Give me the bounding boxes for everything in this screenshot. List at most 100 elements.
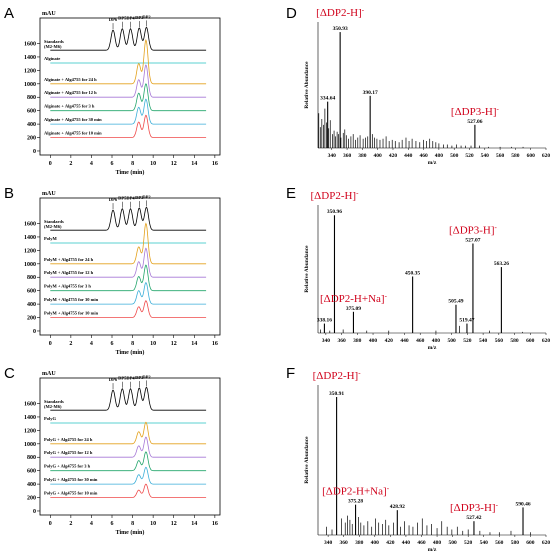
trace-line — [50, 466, 207, 485]
peak-label: 428.92 — [390, 504, 405, 510]
y-unit-label: mAU — [42, 11, 56, 17]
x-tick-label: 360 — [337, 338, 346, 344]
ion-charge: - — [497, 105, 500, 113]
trace-label: PolyG + Alg4755 for 30 min — [44, 477, 98, 482]
trace-label: (M2-M6) — [44, 44, 62, 49]
x-tick-label: 560 — [496, 153, 505, 159]
x-tick-label: 440 — [402, 540, 411, 546]
trace-line — [50, 26, 207, 51]
panel-label-f: F — [286, 365, 295, 382]
x-axis-label: Time (min) — [116, 349, 145, 356]
y-tick-label: 400 — [27, 122, 36, 128]
trace-label: Standards — [44, 399, 64, 404]
trace-line — [50, 451, 207, 472]
x-tick-label: 580 — [510, 338, 519, 344]
x-tick-label: 520 — [464, 540, 473, 546]
panel-label-b: B — [4, 185, 14, 202]
x-tick-label: 420 — [386, 540, 395, 546]
y-tick-label: 200 — [27, 316, 36, 322]
y-tick-label: 400 — [27, 302, 36, 308]
panel-label-d: D — [286, 5, 297, 22]
panel-label-a: A — [4, 5, 14, 22]
peak-label: 563.26 — [494, 261, 509, 267]
dp-label: DP2 — [142, 14, 151, 19]
x-axis-label: Time (min) — [116, 529, 145, 536]
peak-label: 375.09 — [346, 306, 361, 312]
dp-label: DP6 — [109, 17, 118, 22]
panel-label-e: E — [286, 185, 296, 202]
y-tick-label: 800 — [27, 275, 36, 281]
peak-label: 390.17 — [363, 90, 378, 96]
x-tick-label: 340 — [322, 338, 331, 344]
x-tick-label: 0 — [49, 161, 52, 167]
trace-label: Alginate + Alg4755 for 3 h — [44, 104, 95, 109]
ms-panel-e: 340 360 380 400 420 440 460 480 500 520 540 560 580 6… — [304, 189, 550, 351]
dp-label: DP5 — [118, 16, 127, 21]
x-tick-label: 560 — [495, 540, 504, 546]
trace-label: PolyG — [44, 416, 56, 421]
x-tick-label: 540 — [481, 153, 490, 159]
y-tick-label: 200 — [27, 496, 36, 502]
trace-label: Alginate + Alg4755 for 30 min — [44, 117, 102, 122]
x-tick-label: 380 — [353, 338, 362, 344]
x-tick-label: 540 — [479, 338, 488, 344]
y-tick-label: 600 — [27, 289, 36, 295]
x-tick-label: 6 — [111, 341, 114, 347]
x-tick-label: 620 — [542, 153, 550, 159]
x-tick-label: 540 — [480, 540, 489, 546]
y-tick-label: 200 — [27, 136, 36, 142]
x-tick-label: 4 — [90, 341, 93, 347]
x-tick-label: 520 — [463, 338, 472, 344]
ion-annotation: [ΔDP3-H]- — [450, 501, 499, 514]
trace-line — [50, 247, 207, 278]
x-tick-label: 600 — [526, 338, 535, 344]
x-tick-label: 460 — [416, 338, 425, 344]
dp-label: DP3 — [135, 15, 144, 20]
plot-frame — [39, 17, 221, 156]
x-tick-label: 14 — [191, 341, 197, 347]
x-tick-label: 580 — [511, 540, 520, 546]
x-tick-label: 440 — [404, 153, 413, 159]
trace-line — [50, 83, 207, 112]
hplc-panel-c: mAU 0 200 400 600 800 1000 1200 1400 1600 0 2 4 6 8 10 1… — [24, 371, 221, 536]
trace-label: Alginate + Alg4755 for 12 h — [44, 90, 97, 95]
y-tick-label: 600 — [27, 109, 36, 115]
y-tick-label: 400 — [27, 482, 36, 488]
ion-charge: - — [362, 6, 365, 14]
y-tick-label: 800 — [27, 455, 36, 461]
y-tick-label: 1400 — [24, 55, 36, 61]
x-tick-label: 340 — [328, 153, 337, 159]
trace-line — [50, 98, 207, 125]
ion-charge: - — [495, 224, 498, 232]
trace-line — [50, 281, 207, 305]
x-tick-label: 600 — [526, 540, 535, 546]
dp-label: DP6 — [109, 197, 118, 202]
ion-annotation: [ΔDP2-H]- — [316, 6, 365, 19]
x-tick-label: 16 — [212, 161, 218, 167]
ion-annotation: [ΔDP2-H]- — [311, 189, 360, 202]
peak-label: 505.49 — [448, 299, 463, 305]
y-tick-label: 1400 — [24, 235, 36, 241]
peak-label: 590.46 — [515, 501, 530, 507]
trace-line — [50, 386, 207, 411]
x-tick-label: 380 — [355, 540, 364, 546]
trace-label: PolyG + Alg4755 for 10 min — [44, 491, 98, 496]
x-tick-label: 400 — [374, 153, 383, 159]
trace-label: PolyM + Alg4755 for 10 min — [44, 311, 99, 316]
y-axis-label: Relative Abundance — [304, 245, 310, 293]
ion-charge: - — [496, 501, 499, 509]
x-tick-label: 6 — [111, 521, 114, 527]
x-tick-label: 420 — [385, 338, 394, 344]
x-axis-label: m/z — [428, 547, 437, 553]
peak-label: 375.28 — [348, 499, 363, 505]
x-tick-label: 480 — [433, 540, 442, 546]
y-tick-label: 1600 — [24, 402, 36, 408]
ms-panel-d: 340 360 380 400 420 440 460 480 500 520 540 560 580 6… — [304, 6, 550, 166]
trace-label: Alginate — [44, 56, 60, 61]
y-tick-label: 1200 — [24, 68, 36, 74]
x-tick-label: 420 — [389, 153, 398, 159]
ion-annotation: [ΔDP3-H]- — [451, 105, 500, 118]
y-tick-label: 1200 — [24, 428, 36, 434]
y-tick-label: 800 — [27, 95, 36, 101]
